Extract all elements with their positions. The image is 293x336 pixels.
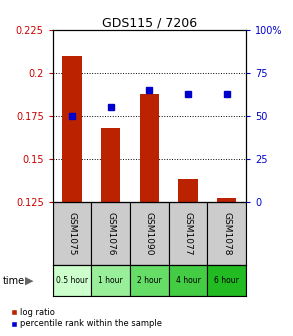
Text: GSM1076: GSM1076 [106, 212, 115, 255]
Text: ▶: ▶ [25, 276, 34, 286]
Text: 0.5 hour: 0.5 hour [56, 276, 88, 285]
Bar [178, 179, 198, 202]
Bar [140, 94, 159, 202]
Bar [101, 128, 120, 202]
Bar [217, 198, 236, 202]
Bar [91, 202, 130, 265]
Bar [169, 202, 207, 265]
Text: 2 hour: 2 hour [137, 276, 162, 285]
Bar [130, 265, 169, 296]
Text: GSM1078: GSM1078 [222, 212, 231, 255]
Text: 4 hour: 4 hour [176, 276, 200, 285]
Bar [62, 56, 82, 202]
Text: 6 hour: 6 hour [214, 276, 239, 285]
Bar [53, 265, 91, 296]
Text: time: time [3, 276, 25, 286]
Legend: log ratio, percentile rank within the sample: log ratio, percentile rank within the sa… [7, 305, 166, 332]
Text: GSM1075: GSM1075 [68, 212, 76, 255]
Bar [91, 265, 130, 296]
Text: 1 hour: 1 hour [98, 276, 123, 285]
Bar [130, 202, 169, 265]
Bar [207, 202, 246, 265]
Bar [207, 265, 246, 296]
Text: GSM1090: GSM1090 [145, 212, 154, 255]
Text: GSM1077: GSM1077 [184, 212, 193, 255]
Title: GDS115 / 7206: GDS115 / 7206 [102, 16, 197, 29]
Bar [53, 202, 91, 265]
Bar [169, 265, 207, 296]
